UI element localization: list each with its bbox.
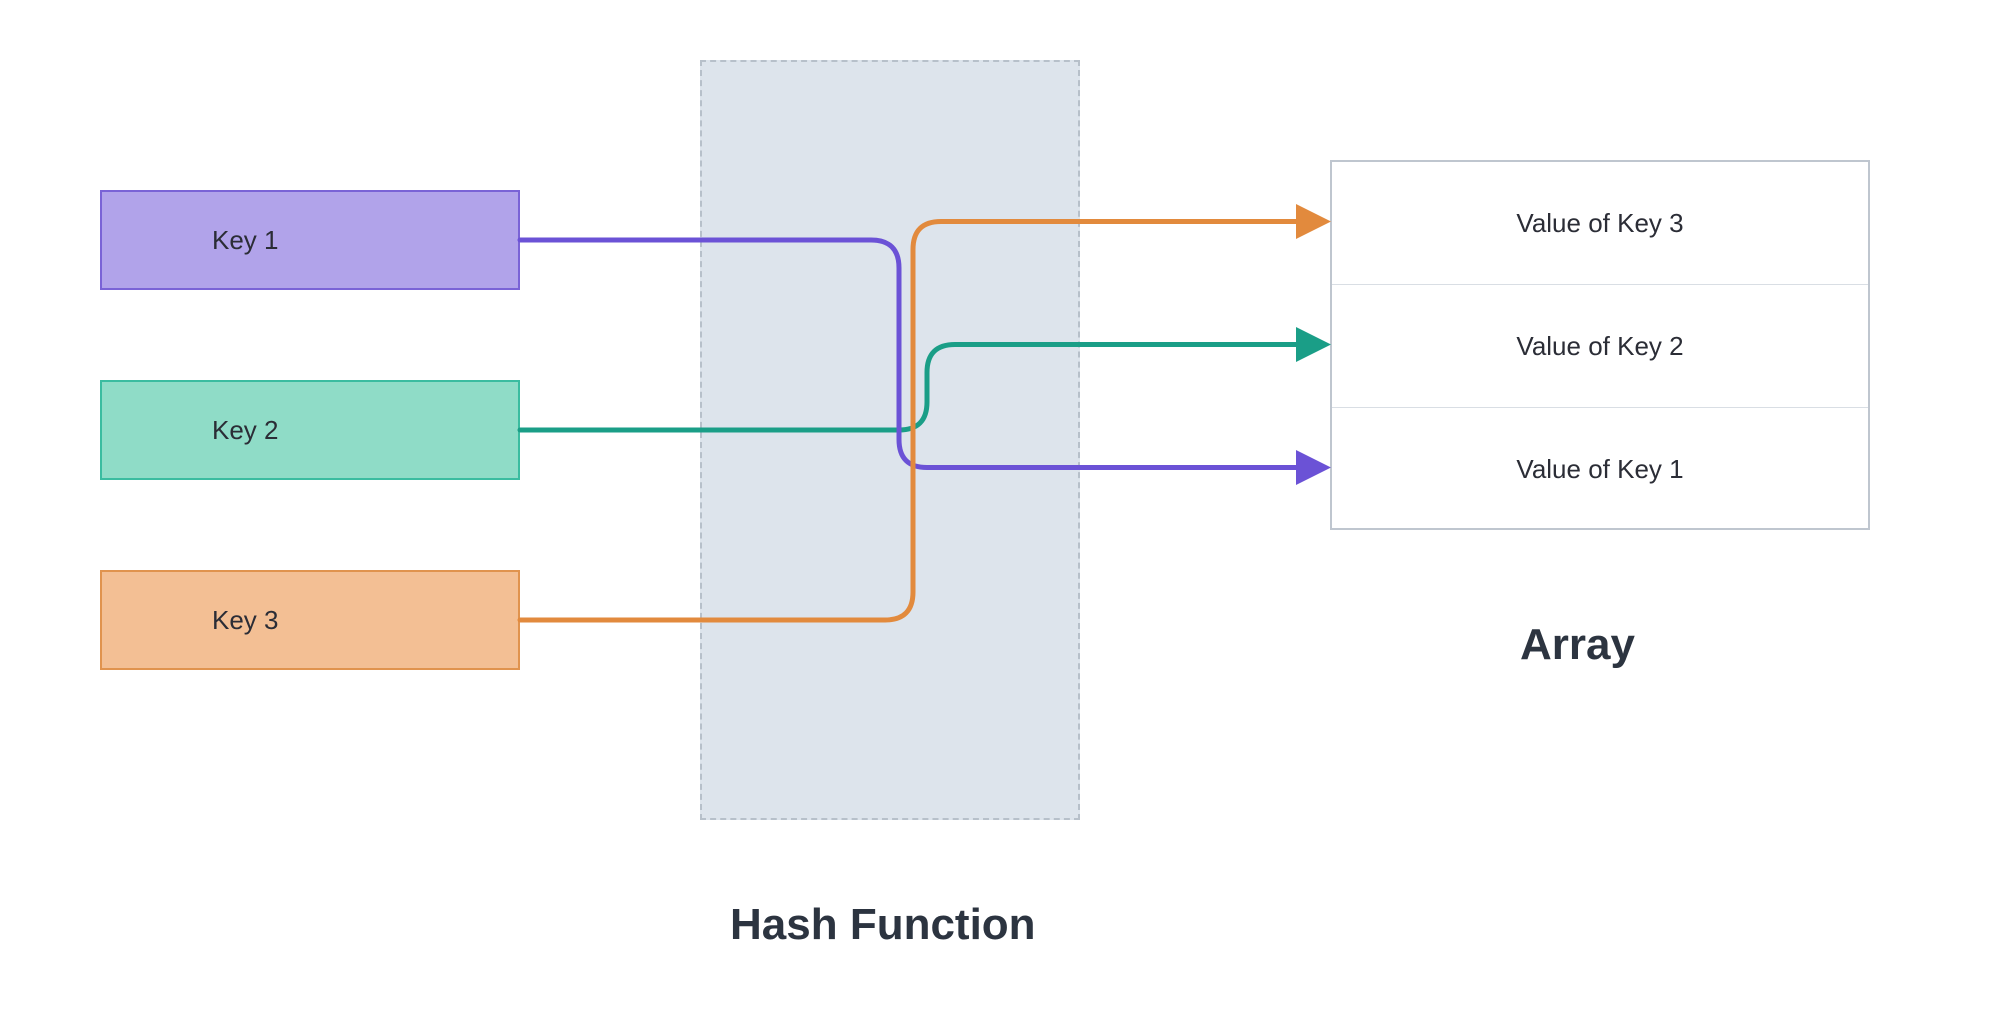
array-cell-2: Value of Key 1 — [1332, 408, 1868, 531]
array-box: Value of Key 3 Value of Key 2 Value of K… — [1330, 160, 1870, 530]
array-cell-0: Value of Key 3 — [1332, 162, 1868, 285]
key-label-2: Key 2 — [212, 415, 279, 446]
diagram-canvas: Key 1 Key 2 Key 3 Value of Key 3 Value o… — [0, 0, 1992, 1032]
hash-function-box — [700, 60, 1080, 820]
key-box-1: Key 1 — [100, 190, 520, 290]
array-cell-label-0: Value of Key 3 — [1516, 208, 1683, 239]
hash-function-heading: Hash Function — [730, 900, 1036, 950]
key-label-1: Key 1 — [212, 225, 279, 256]
array-cell-label-2: Value of Key 1 — [1516, 454, 1683, 485]
key-label-3: Key 3 — [212, 605, 279, 636]
key-box-2: Key 2 — [100, 380, 520, 480]
array-heading: Array — [1520, 620, 1635, 670]
key-box-3: Key 3 — [100, 570, 520, 670]
array-cell-1: Value of Key 2 — [1332, 285, 1868, 408]
array-cell-label-1: Value of Key 2 — [1516, 331, 1683, 362]
